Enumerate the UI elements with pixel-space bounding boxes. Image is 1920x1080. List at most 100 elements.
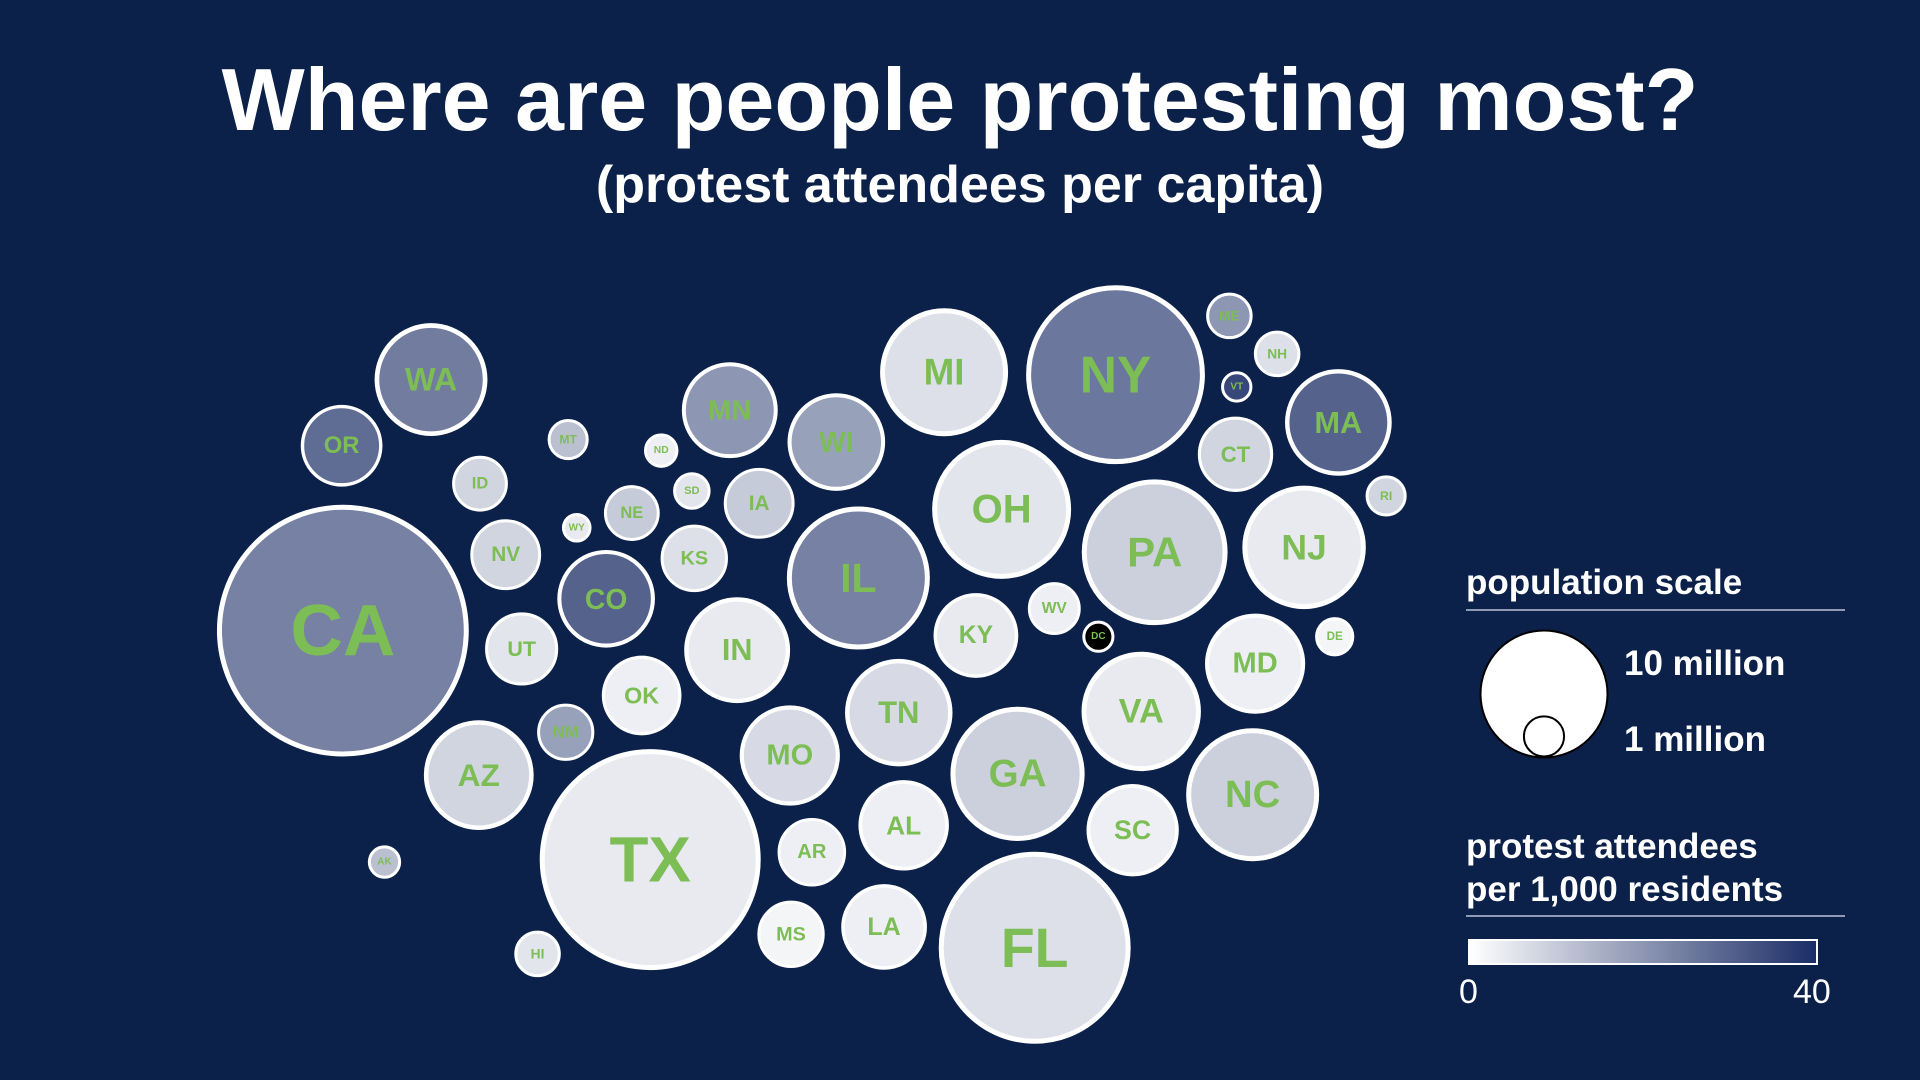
state-bubble-ia: IA [723, 467, 795, 539]
state-label: DE [1327, 630, 1343, 643]
state-label: ND [654, 445, 669, 456]
state-bubble-ne: NE [603, 485, 660, 541]
bubble-circle [1253, 330, 1301, 378]
color-legend-title-line1: protest attendees [1466, 827, 1758, 866]
state-bubble-la: LA [841, 884, 927, 970]
state-label: VA [1119, 692, 1164, 730]
bubble-circle [452, 455, 508, 512]
state-bubble-nd: ND [643, 433, 679, 468]
bubble-circle [1026, 285, 1205, 465]
bubble-circle [1086, 784, 1179, 877]
bubble-circle [603, 485, 660, 541]
bubble-circle [777, 817, 847, 887]
bubble-circle [1186, 728, 1320, 862]
state-label: NH [1267, 346, 1287, 361]
state-label: NY [1080, 346, 1152, 404]
color-legend-min: 0 [1459, 973, 1478, 1011]
state-bubble-ar: AR [777, 817, 847, 887]
chart-subtitle: (protest attendees per capita) [595, 156, 1325, 214]
bubble-circle [216, 504, 469, 757]
state-bubble-oh: OH [932, 439, 1072, 579]
state-bubble-ma: MA [1285, 369, 1392, 476]
state-bubble-ny: NY [1026, 285, 1205, 465]
state-label: IL [840, 555, 877, 601]
bubble-circle [1081, 651, 1201, 772]
size-legend-label-large: 10 million [1624, 644, 1786, 683]
state-label: MD [1233, 648, 1278, 680]
bubble-circle [1206, 292, 1253, 340]
bubble-circle [374, 323, 488, 437]
state-label: NE [620, 504, 643, 522]
state-bubble-ak: AK [367, 845, 402, 879]
bubble-circle [787, 393, 886, 491]
state-bubble-hi: HI [514, 930, 561, 978]
state-label: MO [766, 740, 813, 772]
state-bubble-va: VA [1081, 651, 1201, 772]
state-label: TX [609, 824, 691, 896]
state-label: HI [531, 946, 545, 961]
state-label: ME [1219, 308, 1240, 323]
bubble-circle [539, 749, 761, 971]
bubble-circle [601, 655, 682, 736]
state-bubble-pa: PA [1081, 479, 1228, 626]
state-label: DC [1091, 631, 1105, 642]
state-label: CA [290, 590, 395, 671]
bubble-circle [841, 884, 927, 970]
bubble-circle [880, 308, 1009, 437]
state-bubble-wy: WY [561, 512, 592, 543]
state-bubble-nc: NC [1186, 728, 1320, 862]
bubble-circle [1365, 475, 1407, 517]
state-bubble-mi: MI [880, 308, 1009, 437]
size-legend-circle-small [1522, 715, 1566, 758]
bubble-circle [858, 780, 949, 871]
state-bubble-nh: NH [1253, 330, 1301, 378]
state-bubble-sc: SC [1086, 784, 1179, 877]
state-bubble-nm: NM [537, 703, 595, 761]
bubble-circle [367, 845, 402, 879]
state-label: RI [1380, 489, 1392, 503]
bubble-circle [547, 419, 589, 461]
state-bubble-md: MD [1205, 613, 1306, 714]
state-label: MS [776, 923, 806, 945]
state-label: AR [797, 841, 827, 863]
state-label: VT [1230, 381, 1243, 392]
bubble-circle [723, 467, 795, 539]
state-bubble-il: IL [786, 506, 930, 650]
state-label: OH [972, 487, 1032, 531]
bubble-circle [684, 597, 791, 704]
state-bubble-de: DE [1315, 617, 1355, 657]
state-bubble-tn: TN [845, 658, 953, 767]
bubble-circle [757, 900, 825, 968]
state-label: MN [708, 395, 751, 426]
bubble-circle [932, 439, 1072, 579]
state-bubble-fl: FL [938, 851, 1131, 1044]
state-label: LA [867, 913, 900, 941]
bubble-circle [673, 472, 711, 510]
state-bubble-sd: SD [673, 472, 711, 510]
state-bubble-id: ID [452, 455, 508, 512]
bubble-circle [1081, 479, 1228, 626]
state-bubble-ok: OK [601, 655, 682, 736]
bubble-circle [557, 549, 655, 648]
color-legend-max: 40 [1793, 973, 1831, 1011]
state-bubble-ca: CA [216, 504, 469, 757]
state-label: CO [585, 583, 627, 615]
color-legend-title-line2: per 1,000 residents [1466, 870, 1784, 909]
state-label: OR [324, 432, 360, 459]
state-bubble-or: OR [300, 404, 383, 487]
state-bubble-ms: MS [757, 900, 825, 968]
state-bubble-dc: DC [1082, 620, 1115, 653]
state-label: NJ [1281, 527, 1326, 567]
bubble-circle [1082, 620, 1115, 653]
size-legend-title: population scale [1466, 563, 1743, 602]
state-label: TN [878, 695, 919, 730]
state-bubble-al: AL [858, 780, 949, 871]
bubble-circle [786, 506, 930, 650]
state-bubble-ut: UT [485, 612, 559, 686]
state-label: NV [491, 543, 520, 566]
state-bubble-nj: NJ [1242, 485, 1366, 610]
bubble-circle [300, 404, 383, 487]
state-label: AK [377, 857, 392, 868]
state-label: GA [989, 752, 1047, 795]
state-bubble-in: IN [684, 597, 791, 704]
